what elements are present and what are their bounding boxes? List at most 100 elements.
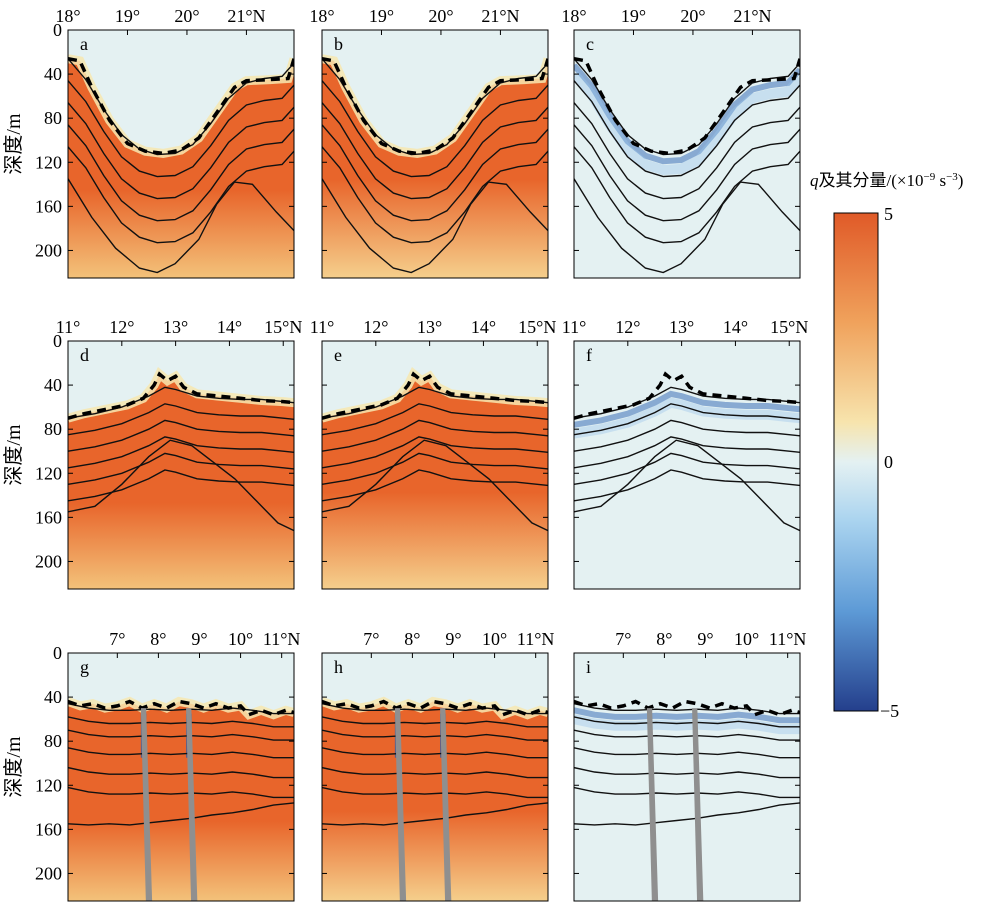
isopycnal-contour [68,716,294,728]
isopycnal-contour [574,469,800,502]
mixed-layer-depth [322,699,548,717]
isopycnal-contour [574,102,800,200]
panel-e: 11° 12° 13° 14° 15°N e [310,317,556,590]
x-tick-label: 10° [482,629,507,649]
isopycnal-contour [322,786,548,799]
x-tick-label: 21°N [481,6,519,26]
x-tick-label: 7° [615,629,631,649]
x-tick-label: 20° [428,6,453,26]
isopycnal-contour [322,178,548,274]
panel-frame [321,340,549,590]
panel-letter: c [586,34,594,54]
y-tick-label: 160 [35,196,62,216]
x-tick-label: 10° [228,629,253,649]
panel-letter: b [334,34,343,54]
x-tick-label: 12° [109,317,134,337]
mixed-layer-depth [574,371,800,420]
x-tick-label: 13° [669,317,694,337]
isopycnal-contour [68,469,294,502]
y-tick-label: 40 [44,687,62,707]
isopycnal-contour [322,419,548,452]
y-axis-labels: 0 40 80 120 160 200 深度/m 0 40 80 120 160 200 深度/m 0 40 8… [2,20,62,883]
y-axis-label: 深度/m [2,736,25,798]
x-tick-label: 15°N [770,317,808,337]
isopycnal-contour [574,436,800,469]
missing-data-mask [646,708,659,901]
panel-g: 7° 8° 9° 10° 11°N g [67,629,301,902]
x-tick-label: 11° [310,317,335,337]
x-tick-label: 8° [150,629,166,649]
panel-frame [321,29,549,279]
y-tick-label: 160 [35,507,62,527]
panel-frame [67,652,295,902]
isopycnal-contour [322,102,548,200]
panel-letter: d [80,345,89,365]
isopycnal-contour [322,747,548,759]
y-axis-label: 深度/m [2,113,25,175]
isopycnal-contour [574,124,800,222]
y-tick-label: 80 [44,731,62,751]
panel-background [574,653,800,901]
panel-letter: h [334,657,343,677]
isopycnal-contour [322,80,548,178]
isopycnal-contour [574,439,800,532]
x-tick-label: 7° [363,629,379,649]
isopycnal-contour [322,403,548,436]
y-tick-label: 200 [35,863,62,883]
mixed-layer-depth [68,56,294,156]
panel-h: 7° 8° 9° 10° 11°N h [321,629,554,902]
negative-q-band [574,390,800,428]
y-tick-label: 0 [53,20,62,40]
x-tick-label: 13° [163,317,188,337]
x-tick-label: 11°N [263,629,301,649]
isopycnal-contour [68,802,294,826]
negative-q-band [574,70,800,176]
colorbar-tick-label: 0 [884,452,893,472]
panel-letter: e [334,345,342,365]
positive-q-field [322,701,548,901]
isopycnal-contour [574,403,800,436]
x-tick-label: 21°N [227,6,265,26]
isopycnal-contour [68,439,294,532]
x-tick-label: 7° [109,629,125,649]
positive-q-field [68,374,294,589]
isopycnal-contour [68,419,294,452]
panel-frame [573,340,801,590]
y-axis-label: 深度/m [2,424,25,486]
mixed-layer-depth [322,56,548,156]
panel-letter: f [586,345,592,365]
panel-frame [67,340,295,590]
missing-data-mask [394,708,407,901]
x-tick-label: 19° [369,6,394,26]
isopycnal-contour [322,716,548,728]
x-tick-label: 11° [56,317,81,337]
panel-frame [321,652,549,902]
panel-frame [573,29,801,279]
panel-i: 7° 8° 9° 10° 11°N i [573,629,806,902]
y-tick-label: 80 [44,419,62,439]
isopycnal-contour [322,729,548,741]
y-tick-label: 40 [44,375,62,395]
y-tick-label: 120 [35,775,62,795]
panel-frame [67,29,295,279]
mixed-layer-depth [574,56,800,156]
isopycnal-contour [68,436,294,469]
panel-b: 18° 19° 20° 21°N b [309,6,549,279]
y-tick-label: 40 [44,64,62,84]
y-tick-label: 120 [35,463,62,483]
x-tick-label: 9° [445,629,461,649]
isopycnal-contour [322,469,548,502]
isopycnal-contour [68,124,294,222]
y-tick-label: 80 [44,108,62,128]
x-tick-label: 18° [55,6,80,26]
isopycnal-contour [322,452,548,485]
isopycnal-contour [574,802,800,826]
x-tick-label: 14° [471,317,496,337]
y-tick-label: 160 [35,819,62,839]
x-tick-label: 9° [191,629,207,649]
x-tick-label: 18° [561,6,586,26]
x-tick-label: 20° [174,6,199,26]
negative-q-band [574,714,800,735]
negative-q-band [574,63,800,165]
